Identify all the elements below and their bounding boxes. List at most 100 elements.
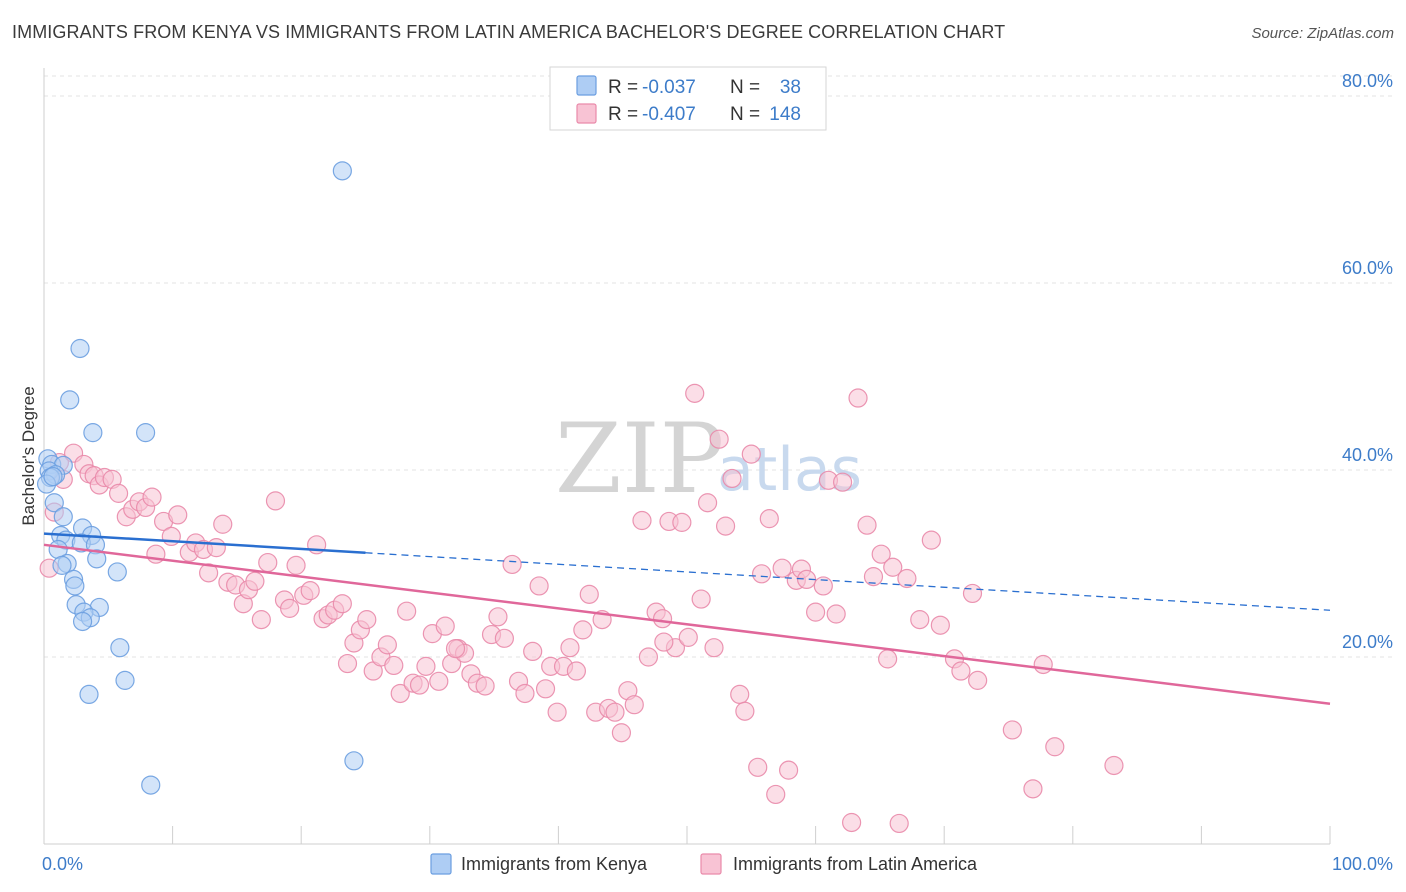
watermark: ZIP atlas <box>555 403 862 515</box>
y-axis-label: Bachelor's Degree <box>19 386 38 525</box>
latam-point-51 <box>377 635 397 655</box>
latam-point-32 <box>251 610 271 630</box>
latam-point-31 <box>245 571 265 591</box>
latam-point-20 <box>168 505 188 525</box>
latam-point-117 <box>805 602 826 622</box>
legend-n-label-latam: N = <box>730 104 760 125</box>
latam-point-82 <box>579 584 599 604</box>
latam-point-104 <box>722 468 742 489</box>
stats-legend: R = -0.037 N = 38 R = -0.407 N = 148 <box>549 66 827 131</box>
kenya-point-21 <box>87 549 107 569</box>
latam-point-132 <box>921 530 941 550</box>
kenya-point-13 <box>53 507 73 527</box>
latam-point-91 <box>638 647 659 667</box>
latam-point-131 <box>910 610 930 630</box>
latam-point-105 <box>730 684 750 705</box>
latam-point-103 <box>715 516 736 536</box>
latam-point-123 <box>848 388 868 408</box>
latam-point-121 <box>833 472 853 492</box>
latam-point-89 <box>624 695 644 715</box>
latam-point-77 <box>547 702 567 722</box>
latam-point-129 <box>889 813 909 834</box>
kenya-point-4 <box>135 423 156 443</box>
y-tick-label-40: 40.0% <box>1342 445 1393 465</box>
chart-source: Source: ZipAtlas.com <box>1251 25 1394 42</box>
latam-point-110 <box>759 509 779 529</box>
legend-swatch-kenya <box>576 75 597 96</box>
latam-point-33 <box>258 552 278 573</box>
bottom-legend-label-latam: Immigrants from Latin America <box>733 854 978 874</box>
latam-point-24 <box>199 563 219 583</box>
kenya-point-26 <box>65 576 85 596</box>
trend-lines <box>43 532 1331 705</box>
series-kenya-points <box>36 161 364 795</box>
latam-point-111 <box>766 784 786 805</box>
latam-point-100 <box>697 493 718 513</box>
latam-point-81 <box>573 620 593 640</box>
kenya-point-35 <box>141 775 161 795</box>
latam-point-59 <box>429 671 449 691</box>
latam-point-136 <box>962 583 983 604</box>
series-latin-america-points <box>39 383 1124 834</box>
latam-point-108 <box>748 757 768 777</box>
bottom-legend-swatch-kenya <box>430 853 452 875</box>
latam-point-127 <box>878 649 898 669</box>
latam-point-37 <box>286 555 306 575</box>
latam-point-80 <box>566 661 587 681</box>
latam-point-86 <box>605 702 625 722</box>
kenya-point-32 <box>110 638 130 658</box>
legend-n-label-kenya: N = <box>730 77 760 98</box>
latam-point-99 <box>691 589 711 609</box>
latam-point-107 <box>741 444 761 464</box>
latam-point-133 <box>930 615 950 635</box>
latam-point-72 <box>515 683 535 704</box>
latam-point-122 <box>842 812 862 833</box>
trend-line-kenya-solid <box>43 532 366 555</box>
kenya-point-3 <box>83 423 103 443</box>
kenya-point-31 <box>72 611 93 632</box>
latam-point-142 <box>1104 755 1124 776</box>
x-tick-label-0: 0.0% <box>42 854 83 874</box>
bottom-legend-label-kenya: Immigrants from Kenya <box>461 854 648 874</box>
legend-r-label-latam: R = <box>608 104 638 125</box>
legend-n-value-latam: 148 <box>769 104 801 125</box>
latam-point-140 <box>1033 654 1053 675</box>
kenya-point-36 <box>344 751 364 771</box>
latam-point-144 <box>445 638 466 659</box>
latam-point-36 <box>280 598 300 618</box>
latam-point-48 <box>357 610 377 630</box>
latam-point-118 <box>813 576 833 596</box>
latam-point-39 <box>300 581 320 601</box>
latam-point-69 <box>494 628 514 648</box>
latam-point-120 <box>826 604 846 624</box>
legend-swatch-latam <box>576 103 597 124</box>
latam-point-60 <box>435 616 455 636</box>
legend-r-value-kenya: -0.037 <box>642 77 696 98</box>
kenya-point-34 <box>79 684 99 705</box>
latam-point-124 <box>857 515 877 535</box>
y-tick-label-60: 60.0% <box>1342 258 1393 278</box>
kenya-point-0 <box>332 161 352 181</box>
latam-point-96 <box>672 512 692 532</box>
latam-point-57 <box>416 656 436 676</box>
latam-point-73 <box>523 641 543 662</box>
x-axis-ticks <box>43 826 1331 844</box>
y-tick-label-80: 80.0% <box>1342 71 1393 91</box>
bottom-legend: Immigrants from Kenya Immigrants from La… <box>430 853 978 875</box>
latam-point-101 <box>704 638 724 658</box>
latam-point-138 <box>1002 720 1022 740</box>
latam-point-75 <box>535 679 556 699</box>
watermark-atlas: atlas <box>717 435 862 505</box>
x-tick-label-100: 100.0% <box>1332 854 1393 874</box>
latam-point-93 <box>652 609 673 629</box>
latam-point-25 <box>206 538 226 558</box>
latam-point-56 <box>409 675 430 695</box>
latam-point-139 <box>1023 779 1043 799</box>
bottom-legend-swatch-latam <box>700 853 722 875</box>
legend-r-value-latam: -0.407 <box>642 104 696 125</box>
latam-point-26 <box>213 514 233 534</box>
latam-point-102 <box>709 429 729 449</box>
watermark-zip: ZIP <box>555 403 724 515</box>
latam-point-70 <box>502 554 522 575</box>
latam-point-87 <box>611 723 632 743</box>
